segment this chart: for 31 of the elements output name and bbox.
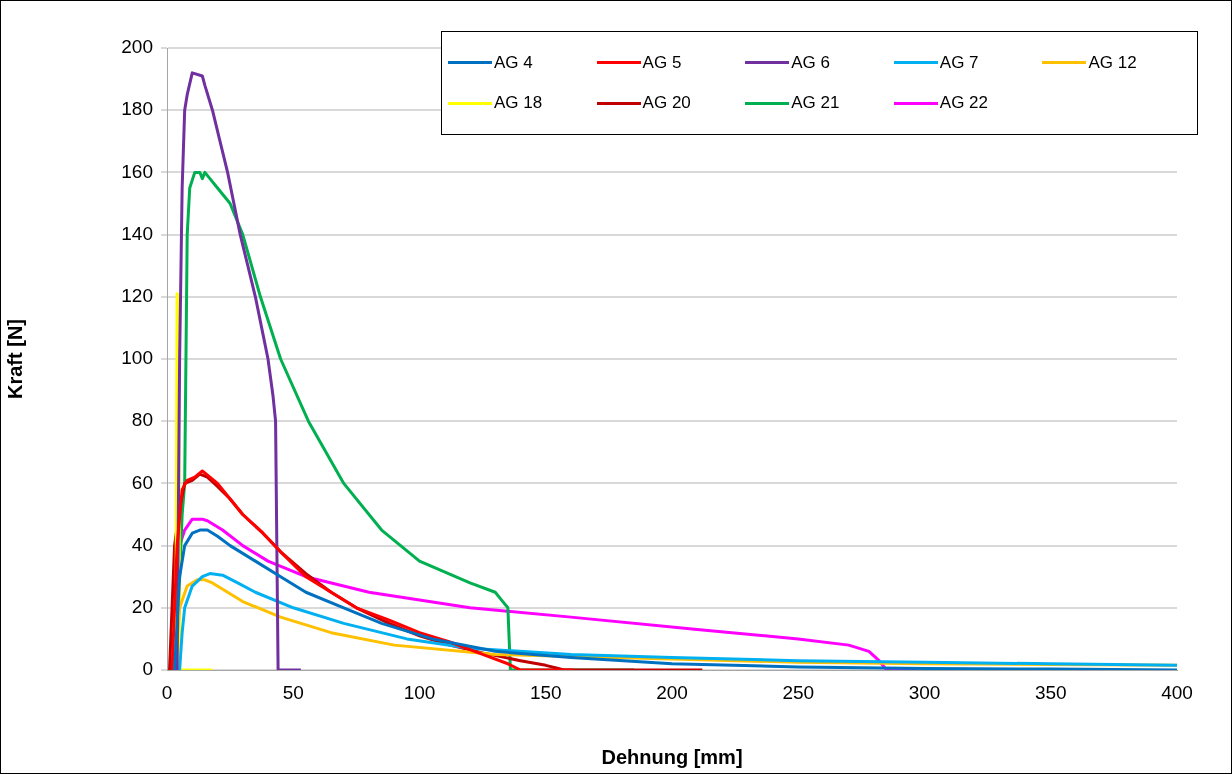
y-tick-label: 20: [131, 596, 153, 618]
legend-label: AG 12: [1088, 52, 1137, 73]
y-tick-label: 60: [131, 471, 153, 493]
legend-label: AG 4: [494, 52, 533, 73]
x-tick-label: 400: [1161, 681, 1193, 703]
legend-label: AG 21: [791, 93, 840, 114]
x-tick-label: 350: [1034, 681, 1067, 703]
x-tick-label: 100: [403, 681, 436, 703]
x-tick-label: 150: [529, 681, 562, 703]
x-tick-label: 250: [782, 681, 815, 703]
legend-label: AG 22: [939, 93, 988, 114]
legend-label: AG 20: [642, 93, 691, 114]
y-tick-label: 0: [142, 658, 153, 680]
y-tick-label: 120: [121, 285, 153, 307]
legend-label: AG 5: [642, 52, 682, 73]
x-tick-label: 50: [282, 681, 304, 703]
legend-label: AG 18: [494, 93, 543, 114]
x-tick-label: 0: [161, 681, 173, 703]
y-tick-label: 100: [121, 347, 153, 369]
x-tick-label: 200: [656, 681, 688, 703]
x-axis-title: Dehnung [mm]: [601, 745, 743, 768]
y-tick-label: 200: [121, 36, 153, 58]
y-tick-label: 80: [131, 409, 153, 431]
x-tick-label: 300: [908, 681, 941, 703]
y-tick-label: 140: [121, 222, 153, 244]
legend-label: AG 7: [939, 52, 979, 73]
y-tick-label: 180: [121, 98, 153, 120]
y-tick-label: 160: [121, 160, 153, 182]
y-axis-title: Kraft [N]: [3, 319, 26, 399]
legend-label: AG 6: [791, 52, 830, 73]
y-tick-label: 40: [131, 533, 153, 555]
